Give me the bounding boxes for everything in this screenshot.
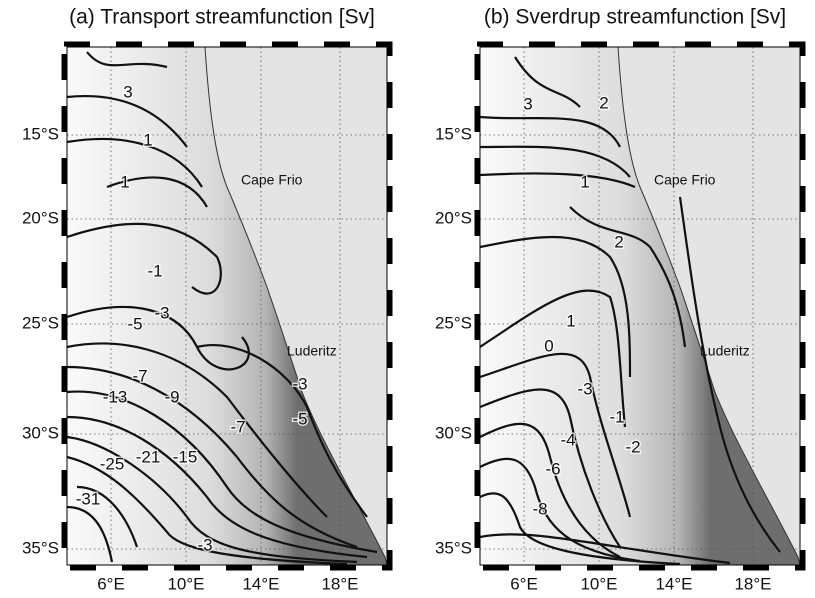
map-area: 3 1 1 -1 -3 -5 -7 -9 -13 -15 -21 -25 -31 -7 -5 -3 -3	[67, 47, 387, 565]
x-tick-label: 18°E	[734, 574, 771, 593]
contour-label: -3	[577, 379, 592, 398]
contour	[76, 485, 139, 548]
contour	[67, 505, 114, 563]
contour-label: -3	[154, 303, 169, 322]
y-tick-label: 25°S	[22, 313, 59, 332]
contour	[67, 390, 378, 554]
y-tick-label: 20°S	[22, 208, 59, 227]
y-tick-label: 15°S	[435, 124, 472, 143]
x-tick-label: 14°E	[655, 574, 692, 593]
x-tick-label: 10°E	[580, 574, 617, 593]
x-tick-label: 14°E	[242, 574, 279, 593]
contour-label: -3	[197, 535, 212, 554]
contour	[480, 235, 632, 378]
contour-label: -2	[625, 437, 640, 456]
contour-label: -5	[127, 314, 142, 333]
place-label: Luderitz	[287, 343, 337, 359]
frame-border	[479, 46, 801, 566]
y-tick-label: 15°S	[22, 124, 59, 143]
contour-label: -13	[103, 387, 128, 406]
contour-label: 1	[143, 130, 152, 149]
contour	[480, 115, 621, 148]
contour-label: 3	[123, 82, 132, 101]
contour-label: -5	[292, 409, 307, 428]
x-tick-label: 6°E	[510, 574, 538, 593]
x-tick-label: 6°E	[97, 574, 125, 593]
x-tick-label: 10°E	[167, 574, 204, 593]
contour	[480, 388, 621, 548]
contour	[67, 365, 358, 549]
contour	[480, 533, 731, 565]
contour-label: -4	[560, 430, 575, 449]
land	[204, 47, 387, 565]
frame-border	[66, 46, 388, 566]
contour-label: -31	[76, 489, 101, 508]
place-label: Cape Frio	[654, 172, 716, 188]
y-tick-label: 35°S	[22, 538, 59, 557]
contour	[480, 145, 631, 178]
x-tick-label: 18°E	[321, 574, 358, 593]
contour-label: -8	[532, 499, 547, 518]
contour	[67, 95, 188, 148]
contour-label: 2	[614, 232, 623, 251]
contour	[569, 206, 687, 348]
contour-label: -25	[100, 454, 125, 473]
contour-label: -6	[545, 459, 560, 478]
contour-label: 3	[523, 94, 532, 113]
panel-title: (a) Transport streamfunction [Sv]	[69, 6, 375, 29]
contour	[67, 435, 358, 564]
contour	[67, 455, 348, 565]
contour	[67, 305, 250, 371]
contour	[480, 289, 627, 428]
place-label: Cape Frio	[241, 172, 303, 188]
contour-label: -9	[164, 387, 179, 406]
contour	[106, 176, 208, 208]
contour	[86, 51, 168, 69]
place-label: Luderitz	[700, 343, 750, 359]
contour	[480, 352, 632, 518]
panel-title: (b) Sverdrup streamfunction [Sv]	[484, 6, 786, 29]
contour	[67, 342, 328, 518]
contour	[67, 415, 368, 559]
contour-label: -1	[147, 261, 162, 280]
y-tick-label: 20°S	[435, 208, 472, 227]
y-tick-label: 25°S	[435, 313, 472, 332]
contour-label: -21	[136, 447, 161, 466]
map-panel: 3 1 1 -1 -3 -5 -7 -9 -13 -15 -21 -25 -31 -7 -5 -3 -3 (a) …	[22, 6, 393, 593]
y-tick-label: 30°S	[435, 423, 472, 442]
land	[617, 47, 800, 565]
frame-checker	[474, 41, 806, 571]
contour	[67, 137, 203, 188]
contour	[678, 196, 781, 553]
contour	[480, 172, 636, 189]
contour-label: 1	[120, 172, 129, 191]
contour	[67, 222, 222, 295]
contour-label: -15	[173, 447, 198, 466]
contour-label: -3	[292, 374, 307, 393]
contour-label: 2	[599, 93, 608, 112]
contour	[480, 422, 621, 558]
contour	[480, 492, 681, 565]
contour-label: 1	[566, 311, 575, 330]
contour-label: -1	[609, 407, 624, 426]
contour	[196, 344, 368, 518]
y-tick-label: 30°S	[22, 423, 59, 442]
contour-label: 0	[544, 336, 553, 355]
contour	[514, 56, 581, 108]
contour	[480, 457, 641, 563]
contour-label: -7	[230, 417, 245, 436]
contour-label: 1	[580, 172, 589, 191]
y-tick-label: 35°S	[435, 538, 472, 557]
contour-label: -7	[132, 366, 147, 385]
frame-checker	[61, 41, 393, 571]
